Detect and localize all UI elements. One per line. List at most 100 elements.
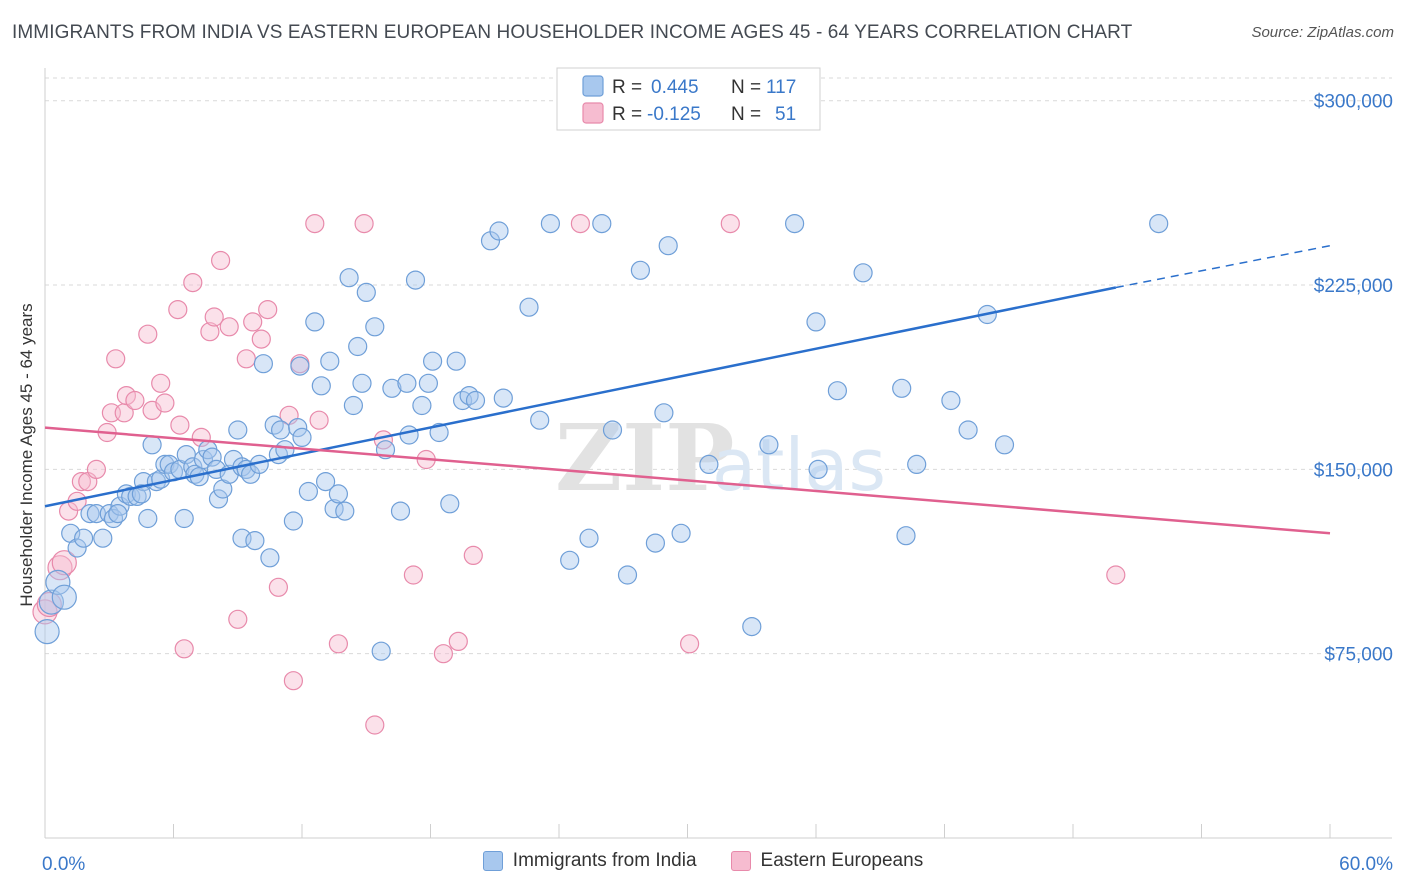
india-point-114 — [941, 390, 961, 411]
india-point-105 — [759, 435, 779, 455]
eastern-europeans-point-29 — [236, 349, 256, 369]
eastern-europeans-point-8 — [86, 459, 107, 479]
india-point-90 — [519, 297, 539, 317]
india-point-2 — [45, 569, 71, 596]
eastern-europeans-point-30 — [243, 312, 263, 332]
legend-swatch-blue — [582, 75, 604, 97]
india-point-99 — [645, 533, 666, 553]
india-point-70 — [365, 317, 385, 337]
india-point-109 — [827, 381, 848, 401]
india-point-69 — [356, 282, 376, 302]
india-point-88 — [493, 388, 513, 408]
india-point-52 — [275, 440, 295, 460]
india-point-98 — [630, 260, 651, 280]
trend-line-pink — [44, 426, 1331, 535]
india-point-93 — [560, 550, 580, 570]
india-point-102 — [671, 523, 691, 543]
eastern-europeans-point-49 — [679, 634, 700, 654]
india-point-1 — [38, 589, 65, 615]
eastern-europeans-point-6 — [71, 472, 92, 492]
eastern-europeans-point-50 — [720, 214, 740, 234]
trend-lines — [44, 244, 1331, 535]
eastern-europeans-point-14 — [125, 390, 145, 411]
trend-line-blue-extension — [1115, 244, 1331, 289]
india-point-19 — [138, 508, 158, 529]
series-eastern-europeans-points — [32, 214, 1126, 735]
y-tick-labels: $75,000 $150,000 $225,000 $300,000 — [1314, 92, 1393, 666]
eastern-europeans-point-39 — [328, 634, 348, 654]
india-point-27 — [174, 508, 194, 529]
eastern-europeans-point-19 — [168, 300, 188, 320]
india-point-71 — [371, 641, 391, 661]
india-point-54 — [288, 418, 308, 438]
eastern-europeans-point-31 — [251, 329, 271, 349]
india-point-57 — [298, 481, 318, 502]
india-point-96 — [602, 420, 623, 440]
legend-n-label-pink: N = — [731, 104, 761, 125]
x-tick-labels: 0.0% 60.0% — [42, 854, 1393, 875]
india-point-20 — [142, 435, 162, 455]
x-tick-label-0: 0.0% — [42, 854, 85, 875]
eastern-europeans-point-38 — [309, 410, 329, 430]
eastern-europeans-point-35 — [283, 671, 303, 691]
legend-r-value-blue: 0.445 — [651, 77, 699, 98]
india-point-80 — [423, 351, 443, 371]
india-point-110 — [853, 263, 873, 283]
eastern-europeans-point-15 — [138, 324, 158, 344]
india-point-55 — [290, 356, 310, 376]
eastern-europeans-point-48 — [570, 214, 591, 234]
eastern-europeans-point-21 — [174, 639, 194, 659]
india-point-6 — [73, 528, 94, 548]
legend-r-value-pink: -0.125 — [647, 104, 701, 125]
x-tick-label-1: 60.0% — [1339, 854, 1393, 875]
india-point-66 — [343, 395, 363, 416]
india-point-9 — [93, 528, 113, 548]
india-point-36 — [208, 489, 229, 509]
eastern-europeans-point-11 — [106, 349, 126, 369]
india-point-107 — [806, 312, 826, 332]
eastern-europeans-point-43 — [403, 565, 423, 585]
eastern-europeans-point-17 — [151, 373, 171, 393]
legend-n-value-pink: 51 — [775, 104, 796, 125]
eastern-europeans-point-46 — [448, 631, 468, 652]
india-point-76 — [399, 425, 419, 445]
india-point-94 — [579, 528, 599, 548]
india-point-34 — [202, 447, 222, 467]
eastern-europeans-point-45 — [433, 644, 453, 664]
india-point-53 — [283, 511, 303, 531]
legend-swatch-india — [482, 851, 503, 871]
y-tick-label-3: $300,000 — [1314, 92, 1393, 113]
india-point-75 — [397, 373, 417, 393]
india-point-3 — [51, 584, 77, 610]
india-point-64 — [335, 501, 355, 521]
legend-n-value-blue: 117 — [766, 77, 796, 98]
india-point-60 — [316, 472, 336, 492]
india-point-100 — [654, 403, 674, 423]
eastern-europeans-point-32 — [258, 300, 278, 320]
india-point-13 — [108, 503, 128, 524]
india-point-48 — [260, 548, 280, 568]
watermark-atlas: atlas — [712, 423, 886, 507]
india-point-78 — [412, 395, 432, 416]
stats-legend: R = 0.445 N = 117 R = -0.125 N = 51 — [556, 67, 821, 131]
india-point-111 — [892, 378, 912, 398]
eastern-europeans-point-20 — [170, 415, 190, 435]
y-axis-label: Householder Income Ages 45 - 64 years — [17, 303, 36, 606]
india-point-18 — [131, 484, 151, 504]
chart-title: IMMIGRANTS FROM INDIA VS EASTERN EUROPEA… — [12, 22, 1133, 43]
india-point-106 — [784, 214, 805, 234]
eastern-europeans-point-27 — [219, 317, 239, 337]
india-point-59 — [311, 376, 331, 396]
india-point-47 — [253, 354, 273, 374]
india-point-112 — [896, 526, 916, 546]
india-point-77 — [405, 270, 426, 290]
india-point-95 — [592, 214, 612, 234]
series-india-points — [34, 214, 1169, 661]
india-point-113 — [907, 454, 927, 474]
source-attribution: Source: ZipAtlas.com — [1251, 24, 1394, 41]
india-point-61 — [320, 351, 340, 371]
watermark-zip: ZIP — [555, 404, 734, 512]
axes — [44, 68, 1392, 839]
eastern-europeans-point-24 — [200, 322, 220, 342]
